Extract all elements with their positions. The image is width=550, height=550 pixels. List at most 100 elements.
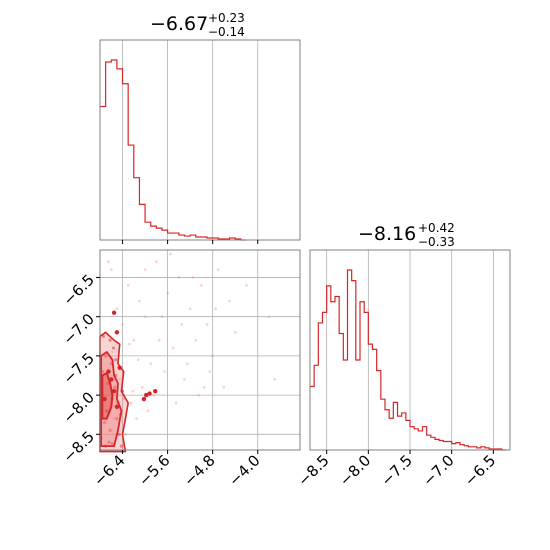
scatter-point — [138, 299, 141, 303]
scatter-point — [118, 378, 122, 381]
panel-title-param1: −6.67 — [150, 13, 208, 35]
x-tick-labels: −8.5 −8.0 −7.5 −7.0 −6.5 — [294, 451, 499, 489]
title-value: −6.67 — [150, 13, 208, 35]
scatter-marker — [117, 365, 122, 370]
title-plus-error: +0.42 — [418, 221, 455, 235]
scatter-point — [200, 283, 203, 287]
scatter-point — [174, 401, 178, 405]
y-tick-label: −7.5 — [60, 349, 98, 387]
scatter-point — [121, 323, 124, 326]
scatter-point — [107, 260, 110, 264]
title-value: −8.16 — [358, 223, 416, 245]
scatter-point — [132, 338, 136, 342]
scatter-marker — [141, 396, 147, 402]
grid-lines — [122, 40, 259, 240]
scatter-marker — [147, 391, 152, 396]
scatter-point — [114, 358, 118, 362]
scatter-point — [106, 381, 110, 385]
scatter-point — [123, 432, 127, 436]
scatter-point — [160, 315, 164, 319]
scatter-point — [169, 252, 172, 256]
x-tick-label: −6.4 — [90, 451, 128, 489]
scatter-point — [177, 276, 181, 279]
scatter-marker — [102, 396, 107, 402]
scatter-point — [108, 428, 112, 432]
scatter-point — [163, 370, 167, 373]
grid-lines — [100, 250, 300, 450]
scatter-point — [205, 323, 209, 326]
scatter-point — [214, 307, 217, 311]
x-tick-label: −8.0 — [336, 451, 374, 489]
scatter-point — [105, 409, 109, 413]
scatter-point — [115, 417, 119, 421]
scatter-points-sparse — [104, 252, 277, 436]
scatter-point — [216, 268, 220, 272]
x-tick-label: −8.5 — [294, 451, 332, 489]
x-tick-labels: −6.4 −5.6 −4.8 −4.0 — [90, 451, 264, 489]
scatter-point — [146, 409, 150, 413]
scatter-point — [202, 385, 206, 389]
scatter-point — [191, 276, 195, 279]
scatter-point — [107, 440, 111, 444]
scatter-point — [126, 283, 130, 287]
scatter-marker — [111, 388, 117, 394]
scatter-point — [127, 342, 131, 346]
scatter-point — [188, 307, 192, 311]
scatter-marker — [111, 310, 117, 315]
panel-title-param2: −8.16 — [358, 223, 416, 245]
scatter-point — [197, 393, 200, 397]
scatter-point — [113, 385, 117, 389]
scatter-point — [171, 346, 175, 350]
scatter-point — [136, 358, 140, 362]
tick-marks — [326, 450, 494, 454]
x-tick-label: −7.5 — [378, 451, 416, 489]
scatter-marker — [109, 377, 114, 382]
x-tick-label: −7.0 — [419, 451, 457, 489]
scatter-point — [110, 350, 114, 354]
tick-marks — [122, 240, 259, 244]
scatter-point — [152, 393, 155, 397]
scatter-point — [140, 385, 144, 389]
scatter-point — [129, 401, 133, 405]
scatter-point — [180, 323, 184, 326]
scatter-point — [102, 420, 107, 425]
scatter-point — [154, 260, 158, 264]
scatter-point — [135, 417, 139, 421]
scatter-point — [119, 444, 124, 448]
title-plus-error: +0.23 — [208, 11, 245, 25]
scatter-point — [222, 385, 226, 389]
y-tick-label: −6.5 — [60, 271, 98, 309]
tick-marks — [96, 276, 259, 454]
scatter-point — [110, 442, 114, 446]
title-minus-error: −0.33 — [418, 235, 455, 249]
x-tick-label: −4.8 — [180, 451, 218, 489]
y-tick-labels: −6.5−7.0−7.5−8.0−8.5 — [60, 271, 98, 466]
scatter-point — [211, 354, 215, 358]
histogram-panel-param2: −8.5 −8.0 −7.5 −7.0 −6.5 −8.16 +0.42 −0.33 — [294, 221, 511, 490]
scatter-point — [104, 354, 108, 358]
scatter-point — [166, 291, 170, 295]
x-tick-label: −5.6 — [135, 451, 173, 489]
scatter-point — [228, 299, 231, 303]
scatter-point — [108, 338, 112, 342]
contour-inner — [101, 372, 114, 420]
scatter-marker — [114, 404, 120, 410]
scatter-point — [245, 283, 248, 287]
scatter-marker — [153, 388, 158, 394]
scatter-point — [273, 378, 277, 381]
x-tick-label: −4.0 — [225, 451, 263, 489]
scatter-marker — [114, 330, 120, 335]
scatter-marker — [106, 369, 111, 374]
axes-frame — [99, 39, 301, 241]
title-minus-error: −0.14 — [208, 25, 245, 39]
scatter-point — [122, 397, 126, 401]
y-tick-label: −8.5 — [60, 428, 98, 466]
scatter-point — [267, 315, 271, 319]
scatter-point — [115, 307, 119, 311]
scatter-point — [109, 268, 113, 272]
x-tick-label: −6.5 — [461, 451, 499, 489]
scatter-point — [233, 330, 237, 334]
scatter-point — [111, 346, 116, 350]
scatter-point — [143, 268, 147, 272]
